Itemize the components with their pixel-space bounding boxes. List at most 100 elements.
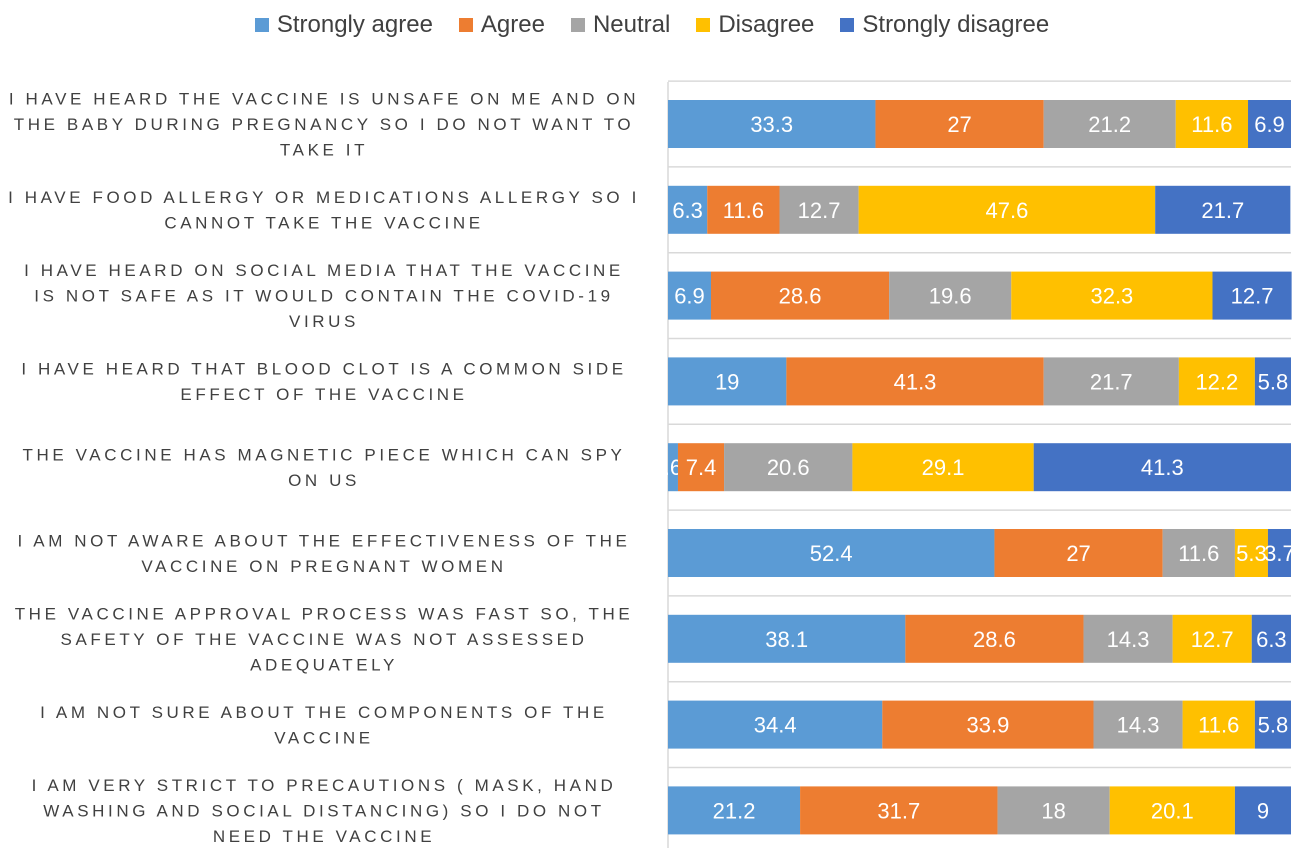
bar-segment-strongly-disagree xyxy=(1155,185,1291,234)
data-label: 29.1 xyxy=(922,455,965,480)
data-label: 11.6 xyxy=(1191,112,1232,137)
grid xyxy=(667,80,1291,848)
bar-segment-strongly-agree xyxy=(668,614,906,663)
bar-segment-strongly-disagree xyxy=(1234,786,1291,835)
data-label: .6 xyxy=(664,455,682,480)
data-label: 21.7 xyxy=(1090,369,1133,394)
bar-segment-agree xyxy=(710,271,890,320)
bar-segment-disagree xyxy=(1234,529,1268,577)
bar-segment-neutral xyxy=(724,443,853,492)
bar-segment-strongly-agree xyxy=(668,185,708,234)
data-label: 21.2 xyxy=(713,798,756,823)
data-label: 9 xyxy=(1257,798,1269,823)
legend-item-disagree: Disagree xyxy=(696,11,814,39)
data-label: 19.6 xyxy=(929,284,972,309)
bar-segment-strongly-disagree xyxy=(1267,529,1291,577)
category-label-line: I HAVE FOOD ALLERGY OR MEDICATIONS ALLER… xyxy=(8,188,640,207)
category-label-line: WASHING AND SOCIAL DISTANCING) SO I DO N… xyxy=(43,801,604,820)
bar-segment-disagree xyxy=(1109,786,1235,835)
data-label: 6.3 xyxy=(672,198,703,223)
category-label-line: VACCINE xyxy=(274,728,374,747)
bar-segment-strongly-disagree xyxy=(1251,614,1291,663)
legend-item-strongly-agree: Strongly agree xyxy=(254,11,433,39)
data-label: 11.6 xyxy=(1178,541,1219,566)
bar-segment-disagree xyxy=(1011,271,1213,320)
bar-segment-disagree xyxy=(1172,614,1252,663)
category-label-line: I HAVE HEARD THAT BLOOD CLOT IS A COMMON… xyxy=(21,360,626,379)
data-label: 21.7 xyxy=(1201,198,1244,223)
data-label: 52.4 xyxy=(810,541,853,566)
bar-segment-strongly-agree xyxy=(668,700,883,749)
bar-segment-agree xyxy=(994,529,1163,577)
bar-segment-strongly-agree xyxy=(668,357,787,406)
bar-segment-strongly-agree xyxy=(668,271,711,320)
bar-segment-neutral xyxy=(1162,529,1235,577)
category-label-line: I AM NOT AWARE ABOUT THE EFFECTIVENESS O… xyxy=(18,531,631,550)
bar-segment-strongly-disagree xyxy=(1248,100,1291,148)
data-label: 32.3 xyxy=(1090,284,1133,309)
legend-swatch xyxy=(458,18,473,32)
data-label: 28.6 xyxy=(779,284,822,309)
category-label-line: CANNOT TAKE THE VACCINE xyxy=(164,214,483,233)
data-label: 19 xyxy=(715,369,739,394)
data-label: 7.4 xyxy=(686,455,717,480)
data-label: 28.6 xyxy=(973,627,1016,652)
category-label: I HAVE HEARD ON SOCIAL MEDIA THAT THE VA… xyxy=(24,261,624,331)
bar-segment-agree xyxy=(800,786,998,835)
bar-segment-neutral xyxy=(1043,100,1176,148)
category-label: I HAVE HEARD THE VACCINE IS UNSAFE ON ME… xyxy=(9,90,639,160)
category-label: I AM VERY STRICT TO PRECAUTIONS ( MASK, … xyxy=(32,776,617,846)
legend-label: Neutral xyxy=(592,11,671,38)
legend-label: Disagree xyxy=(718,11,815,38)
category-label-line: NEED THE VACCINE xyxy=(213,827,435,846)
bar-segment-strongly-agree xyxy=(668,443,678,492)
data-label: 12.7 xyxy=(1231,284,1274,309)
data-label: 12.7 xyxy=(1191,627,1234,652)
bar-segment-strongly-agree xyxy=(668,786,801,835)
bar-segment-disagree xyxy=(1182,700,1255,749)
bar-segment-neutral xyxy=(1093,700,1183,749)
legend-swatch xyxy=(570,18,585,32)
data-label: 11.6 xyxy=(723,198,764,223)
bars: 33.3 27 21.2 11.6 6.9 6.3 11.6 12.7 47.6 21.7 6.9 2… xyxy=(664,100,1295,835)
legend-label: Strongly disagree xyxy=(862,11,1050,38)
category-label: I HAVE HEARD THAT BLOOD CLOT IS A COMMON… xyxy=(21,360,626,405)
category-label-line: EFFECT OF THE VACCINE xyxy=(180,385,467,404)
data-label: 12.7 xyxy=(798,198,841,223)
category-label-line: IS NOT SAFE AS IT WOULD CONTAIN THE COVI… xyxy=(34,287,613,306)
data-label: 14.3 xyxy=(1117,713,1160,738)
data-label: 6.9 xyxy=(674,284,705,309)
category-label-line: THE VACCINE HAS MAGNETIC PIECE WHICH CAN… xyxy=(23,445,626,464)
category-label-line: I AM NOT SURE ABOUT THE COMPONENTS OF TH… xyxy=(40,703,608,722)
data-label: 34.4 xyxy=(754,713,797,738)
data-label: 6.3 xyxy=(1256,627,1287,652)
category-label: I HAVE FOOD ALLERGY OR MEDICATIONS ALLER… xyxy=(8,188,640,233)
data-label: 41.3 xyxy=(894,369,937,394)
category-label-line: THE BABY DURING PREGNANCY SO I DO NOT WA… xyxy=(14,115,634,134)
category-label: THE VACCINE APPROVAL PROCESS WAS FAST SO… xyxy=(15,604,634,674)
bar-segment-disagree xyxy=(1175,100,1249,148)
data-label: 33.9 xyxy=(966,713,1009,738)
legend-item-agree: Agree xyxy=(458,11,545,39)
data-label: 6.9 xyxy=(1254,112,1285,137)
data-label: 31.7 xyxy=(877,798,920,823)
legend-item-neutral: Neutral xyxy=(570,11,671,39)
category-label: I AM NOT SURE ABOUT THE COMPONENTS OF TH… xyxy=(40,703,608,748)
data-label: 12.2 xyxy=(1195,369,1238,394)
data-label: 11.6 xyxy=(1198,713,1239,738)
bar-segment-disagree xyxy=(1178,357,1255,406)
bar-segment-neutral xyxy=(1083,614,1173,663)
legend-swatch xyxy=(254,18,269,32)
category-label-line: I HAVE HEARD THE VACCINE IS UNSAFE ON ME… xyxy=(9,90,639,109)
legend-label: Agree xyxy=(480,11,545,38)
legend-item-strongly-disagree: Strongly disagree xyxy=(840,11,1049,39)
legend-swatch xyxy=(840,18,855,32)
category-label-line: THE VACCINE APPROVAL PROCESS WAS FAST SO… xyxy=(15,604,634,623)
bar-segment-neutral xyxy=(779,185,859,234)
data-label: 3.7 xyxy=(1264,541,1295,566)
bar-segment-neutral xyxy=(889,271,1012,320)
category-label-line: I HAVE HEARD ON SOCIAL MEDIA THAT THE VA… xyxy=(24,261,624,280)
category-label-line: I AM VERY STRICT TO PRECAUTIONS ( MASK, … xyxy=(32,776,617,795)
bar-segment-strongly-agree xyxy=(668,529,995,577)
